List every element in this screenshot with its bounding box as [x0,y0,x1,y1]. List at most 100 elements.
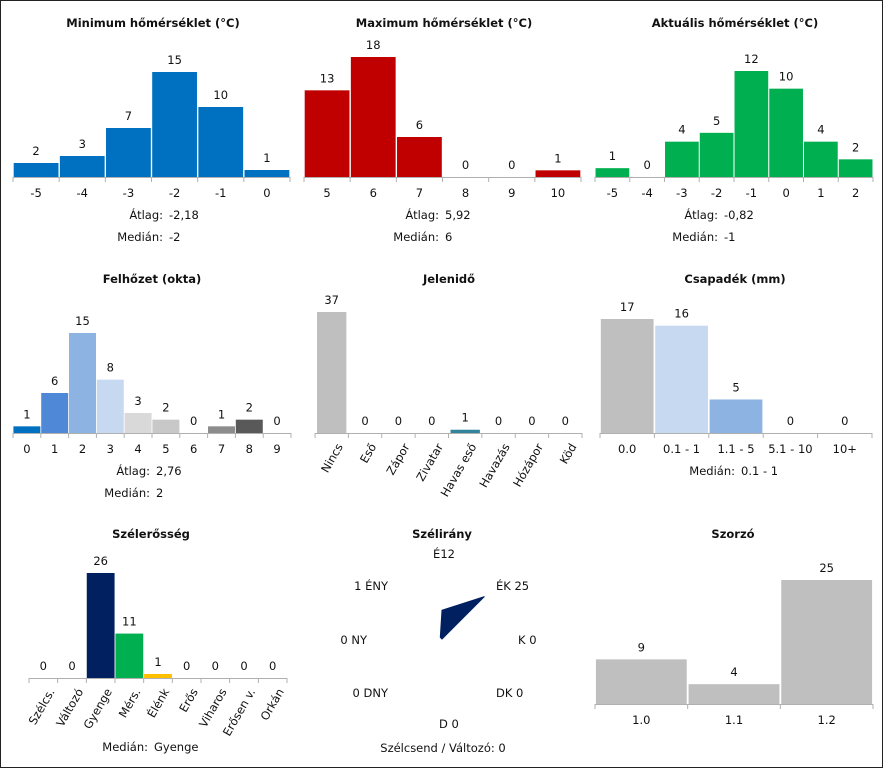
wind-direction-area [439,596,485,640]
data-label: 0 [643,158,650,172]
data-label: 10 [213,88,228,102]
chart-title: Jelenidő [422,272,475,286]
data-label: 6 [416,118,423,132]
bar [115,633,144,678]
tick-label: 0 [782,186,789,200]
data-label: 37 [324,293,339,307]
tick-label: -4 [77,186,88,200]
bar [699,132,734,177]
tick-label: Erős [176,686,201,715]
data-label: 15 [167,53,182,67]
direction-label: D 0 [439,717,459,731]
bar [124,413,152,433]
data-label: 9 [638,640,645,654]
data-label: 2 [32,144,39,158]
data-label: 1 [23,407,30,421]
tick-label: -2 [711,186,722,200]
tick-label: 0.0 [618,442,636,456]
data-label: 0 [508,158,515,172]
chart-title: Szorzó [711,527,754,541]
data-label: 8 [107,361,114,375]
bar [535,170,581,177]
data-label: 0 [361,414,368,428]
chart-title: Csapadék (mm) [684,272,785,286]
chart-act: Aktuális hőmérséklet (°C)1-50-44-35-212-… [594,16,874,244]
bar [769,88,803,177]
tick-label: 1 [817,186,824,200]
data-label: 0 [428,414,435,428]
data-label: 16 [674,307,689,321]
data-label: 1 [609,149,616,163]
data-label: 0 [183,659,190,673]
bar [41,393,69,433]
chart-title: Minimum hőmérséklet (°C) [66,16,239,30]
data-label: 4 [730,665,737,679]
data-label: 1 [154,655,161,669]
bar [595,659,687,704]
direction-label: ÉK 25 [496,578,529,593]
tick-label: Zápor [384,441,413,478]
bar [804,141,838,177]
data-label: 0 [68,659,75,673]
stat-label: Átlag: [405,207,439,222]
bar [665,141,699,177]
tick-label: -5 [30,186,41,200]
stat-value: -2,18 [169,208,199,222]
data-label: 12 [744,52,759,66]
stat-value: 2 [156,486,163,500]
data-label: 2 [246,401,253,415]
bar [595,168,630,177]
tick-label: 3 [107,442,114,456]
data-label: 15 [75,314,90,328]
tick-label: -2 [169,186,180,200]
tick-label: -1 [215,186,226,200]
bar [152,72,197,177]
tick-label: -1 [746,186,757,200]
data-label: 1 [218,407,225,421]
bar [69,333,96,433]
data-label: 7 [125,109,132,123]
data-label: 4 [678,123,685,137]
tick-label: 7 [218,442,225,456]
tick-label: 9 [273,442,280,456]
tick-label: 1.2 [818,713,836,727]
bar [317,312,347,433]
data-label: 0 [495,414,502,428]
data-label: 25 [819,561,834,575]
chart-precip: Csapadék (mm) 17 0.0 16 0.1 - 1 5 1.1 - 5 0 5.1 … [599,272,873,478]
chart-cloud: Felhőzet (okta) 1 0 6 1 15 2 8 3 3 4 2 5 0 6 1 7 2 8 0 9 Átla… [12,272,292,500]
chart-title: Aktuális hőmérséklet (°C) [652,16,819,30]
data-label: 0 [528,414,535,428]
stat-value: 0.1 - 1 [741,464,778,478]
data-label: 0 [269,659,276,673]
tick-label: Hózápor [510,441,546,490]
bar [709,399,763,433]
bar [734,71,769,177]
bar [86,573,115,678]
data-label: 5 [713,114,720,128]
bar [152,419,180,433]
tick-label: 8 [246,442,253,456]
tick-label: Eső [357,441,379,466]
tick-label: Mérs. [116,686,144,720]
tick-label: 5 [162,442,169,456]
tick-label: 2 [852,186,859,200]
tick-label: Élénk [143,685,172,720]
chart-wind: Szélerősség0Szélcs.0Változó26Gyenge11Mér… [26,527,288,754]
stat-label: Medián: [102,740,148,754]
bar [304,90,350,177]
data-label: 0 [395,414,402,428]
tick-label: 5 [323,186,330,200]
stat-label: Átlag: [129,207,163,222]
tick-label: Nincs [318,441,346,475]
bar [13,163,59,177]
bar [208,426,235,433]
tick-label: 1.0 [632,713,650,727]
data-label: 11 [122,615,137,629]
chart-title: Szélirány [412,527,472,541]
data-label: 1 [554,151,561,165]
tick-label: -5 [607,186,618,200]
stat-value: -0,82 [724,208,754,222]
bar [144,673,172,678]
